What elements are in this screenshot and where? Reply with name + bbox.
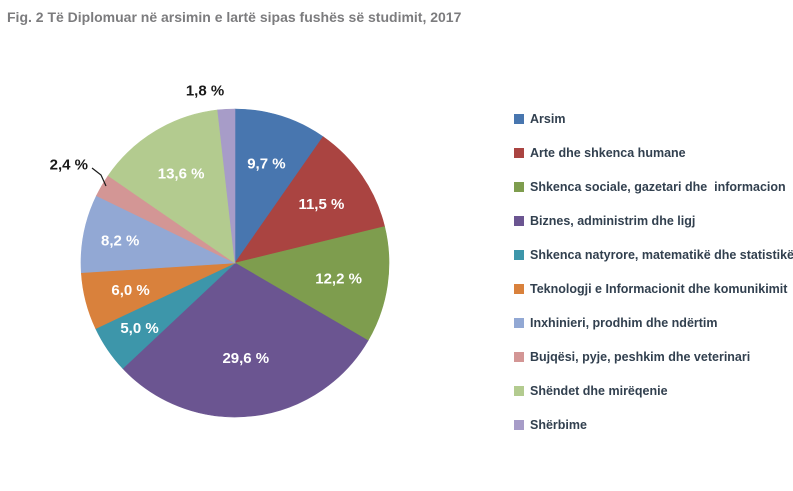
legend: Arsim Arte dhe shkenca humane Shkenca soci…	[514, 102, 793, 442]
legend-label: Inxhinieri, prodhim dhe ndërtim	[530, 316, 718, 330]
pie-value-label-shkenca-natyrore-matematik-dhe-statistik: 5,0 %	[120, 320, 158, 337]
legend-label: Arsim	[530, 112, 566, 126]
legend-label: Shërbime	[530, 418, 587, 432]
pie-slice-biznes-administrim-dhe-ligj	[122, 262, 369, 418]
legend-item-teknologji-e-informacionit-dhe-komunikimit: Teknologji e Informacionit dhe komunikim…	[514, 272, 789, 306]
pie-value-label-bujq-si-pyje-peshkim-dhe-veterinari: 2,4 %	[50, 156, 88, 173]
pie-value-label-biznes-administrim-dhe-ligj: 29,6 %	[222, 350, 269, 367]
pie-slice-arte-dhe-shkenca-humane	[234, 136, 385, 264]
legend-item-shkenca-natyrore-matematik-dhe-statistik: Shkenca natyrore, matematikë dhe statist…	[514, 238, 793, 272]
pie-value-label-arsim: 9,7 %	[247, 155, 285, 172]
legend-item-arte-dhe-shkenca-humane: Arte dhe shkenca humane	[514, 136, 789, 170]
legend-label: Shkenca sociale, gazetari dhe informacio…	[530, 180, 786, 194]
legend-swatch-icon	[514, 284, 524, 294]
pie-slice-shkenca-sociale-gazetari-dhe-informacion	[234, 226, 390, 341]
pie-value-label-inxhinieri-prodhim-dhe-nd-rtim: 8,2 %	[101, 233, 139, 250]
legend-swatch-icon	[514, 386, 524, 396]
legend-label: Shkenca natyrore, matematikë dhe statist…	[530, 248, 793, 262]
legend-label: Bujqësi, pyje, peshkim dhe veterinari	[530, 350, 751, 364]
legend-label: Arte dhe shkenca humane	[530, 146, 686, 160]
legend-swatch-icon	[514, 216, 524, 226]
label-leader-line	[91, 167, 107, 187]
pie-value-label-sh-rbime: 1,8 %	[186, 82, 224, 99]
legend-label: Biznes, administrim dhe ligj	[530, 214, 696, 228]
pie-value-label-sh-ndet-dhe-mir-qenie: 13,6 %	[158, 165, 205, 182]
figure-title: Fig. 2 Të Diplomuar në arsimin e lartë s…	[7, 9, 462, 25]
legend-swatch-icon	[514, 114, 524, 124]
legend-swatch-icon	[514, 250, 524, 260]
legend-swatch-icon	[514, 182, 524, 192]
pie-chart: 9,7 % 11,5 % 12,2 % 29,6 % 5,0 % 6,0 % 8,2 % 2,…	[50, 82, 390, 418]
legend-label: Shëndet dhe mirëqenie	[530, 384, 668, 398]
legend-item-inxhinieri-prodhim-dhe-nd-rtim: Inxhinieri, prodhim dhe ndërtim	[514, 306, 789, 340]
legend-swatch-icon	[514, 148, 524, 158]
legend-label: Teknologji e Informacionit dhe komunikim…	[530, 282, 788, 296]
pie-slice-sh-ndet-dhe-mir-qenie	[107, 109, 236, 264]
legend-item-sh-rbime: Shërbime	[514, 408, 789, 442]
pie-slice-sh-rbime	[217, 108, 236, 264]
legend-item-biznes-administrim-dhe-ligj: Biznes, administrim dhe ligj	[514, 204, 789, 238]
legend-item-bujq-si-pyje-peshkim-dhe-veterinari: Bujqësi, pyje, peshkim dhe veterinari	[514, 340, 789, 374]
legend-swatch-icon	[514, 352, 524, 362]
legend-swatch-icon	[514, 318, 524, 328]
legend-item-sh-ndet-dhe-mir-qenie: Shëndet dhe mirëqenie	[514, 374, 789, 408]
pie-value-label-teknologji-e-informacionit-dhe-komunikimit: 6,0 %	[111, 282, 149, 299]
pie-slice-arsim	[234, 108, 324, 264]
pie-value-label-shkenca-sociale-gazetari-dhe-informacion: 12,2 %	[315, 270, 362, 287]
legend-item-shkenca-sociale-gazetari-dhe-informacion: Shkenca sociale, gazetari dhe informacio…	[514, 170, 789, 204]
pie-value-label-arte-dhe-shkenca-humane: 11,5 %	[298, 196, 344, 213]
legend-item-arsim: Arsim	[514, 102, 789, 136]
legend-swatch-icon	[514, 420, 524, 430]
